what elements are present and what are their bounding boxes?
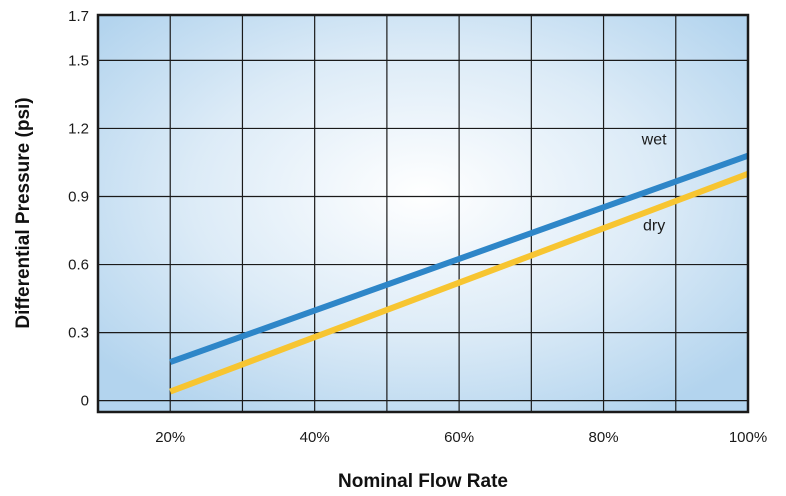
- y-axis-title: Differential Pressure (psi): [13, 97, 34, 328]
- x-tick-label: 60%: [444, 429, 474, 446]
- y-tick-label: 1.7: [68, 8, 89, 25]
- x-tick-label: 100%: [729, 429, 767, 446]
- x-tick-label: 20%: [155, 429, 185, 446]
- series-line-wet: [169, 152, 750, 365]
- y-tick-label: 0.9: [68, 188, 89, 205]
- x-tick-label: 80%: [589, 429, 619, 446]
- y-tick-label: 0.3: [68, 325, 89, 342]
- series-label-wet: wet: [641, 131, 667, 148]
- series-labels: wet dry: [641, 131, 667, 234]
- series-layer: [169, 152, 750, 395]
- x-tick-label: 40%: [300, 429, 330, 446]
- y-tick-label: 1.5: [68, 52, 89, 69]
- y-tick-label: 0: [81, 393, 89, 410]
- plot-frame: [96, 13, 750, 414]
- y-tick-label: 0.6: [68, 257, 89, 274]
- grid: [98, 15, 748, 412]
- x-axis-title: Nominal Flow Rate: [338, 471, 508, 492]
- series-line-dry: [169, 170, 750, 395]
- series-label-dry: dry: [643, 218, 665, 235]
- y-tick-label: 1.2: [68, 120, 89, 137]
- y-tick-labels: 0 0.3 0.6 0.9 1.2 1.5 1.7: [68, 8, 89, 410]
- x-tick-labels: 20% 40% 60% 80% 100%: [155, 429, 767, 446]
